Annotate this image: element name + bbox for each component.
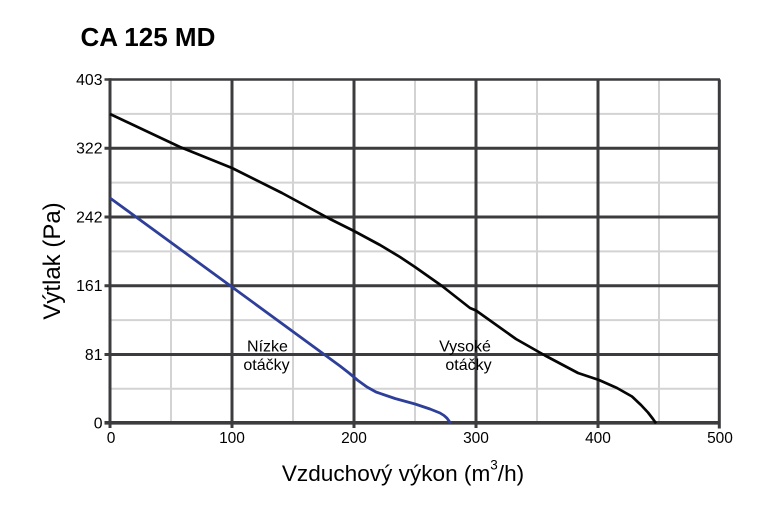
svg-text:81: 81 (85, 347, 103, 364)
svg-text:400: 400 (585, 430, 611, 447)
svg-text:300: 300 (463, 430, 489, 447)
svg-text:Nízke: Nízke (247, 339, 288, 356)
svg-text:Výtlak (Pa): Výtlak (Pa) (39, 202, 66, 319)
svg-text:Vysoké: Vysoké (439, 339, 491, 356)
svg-text:otáčky: otáčky (445, 357, 491, 374)
svg-text:0: 0 (107, 430, 116, 447)
svg-text:0: 0 (94, 416, 103, 433)
svg-text:161: 161 (76, 278, 103, 295)
svg-text:200: 200 (341, 430, 367, 447)
svg-text:500: 500 (707, 430, 733, 447)
svg-text:322: 322 (76, 141, 102, 158)
svg-text:Vzduchový výkon (m3/h): Vzduchový výkon (m3/h) (282, 458, 524, 487)
svg-text:otáčky: otáčky (243, 357, 289, 374)
svg-text:100: 100 (219, 430, 245, 447)
svg-text:CA 125 MD: CA 125 MD (81, 22, 216, 52)
svg-text:242: 242 (76, 209, 102, 226)
svg-text:403: 403 (76, 72, 103, 89)
